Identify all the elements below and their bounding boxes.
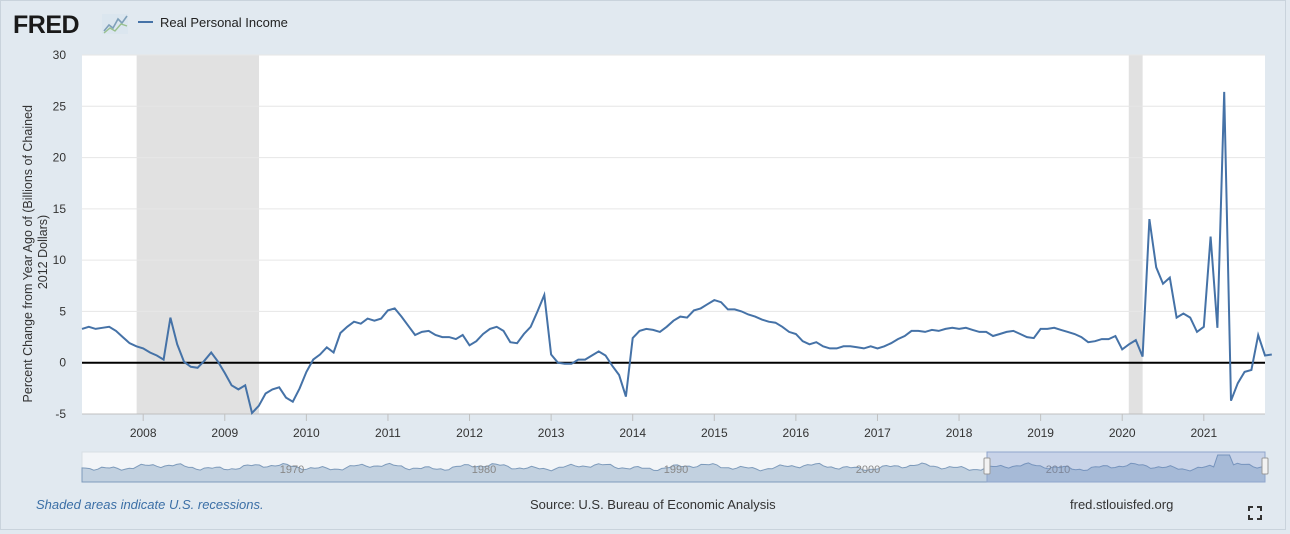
x-axis-ticks: 2008 2009 2010 2011 2012 2013 2014 2015 2016 2017… (130, 414, 1217, 440)
y-tick-label: 20 (53, 151, 67, 165)
x-tick-label: 2011 (375, 426, 401, 440)
x-tick-label: 2012 (456, 426, 483, 440)
x-tick-label: 2010 (293, 426, 320, 440)
navigator-handle-left[interactable] (983, 457, 991, 475)
navigator-handle-right[interactable] (1261, 457, 1269, 475)
y-tick-label: 25 (53, 99, 67, 113)
x-tick-label: 2016 (783, 426, 810, 440)
navigator-label: 1990 (664, 464, 688, 476)
recession-band (1128, 55, 1143, 414)
fred-logo[interactable]: FRED (13, 11, 80, 39)
y-tick-label: 15 (53, 202, 67, 216)
x-tick-label: 2014 (619, 426, 646, 440)
x-tick-label: 2021 (1190, 426, 1217, 440)
series-line-real-personal-income[interactable] (81, 91, 1272, 416)
navigator-labels: 1970 1980 1990 2000 2010 (280, 464, 1070, 476)
recession-band (136, 55, 260, 414)
x-tick-label: 2009 (211, 426, 238, 440)
x-tick-label: 2019 (1027, 426, 1054, 440)
legend-series-label: Real Personal Income (160, 15, 288, 30)
y-axis-label: Percent Change from Year Ago of (Billion… (21, 102, 50, 403)
recession-bands (136, 55, 1143, 414)
x-tick-label: 2020 (1109, 426, 1136, 440)
source-text: Source: U.S. Bureau of Economic Analysis (530, 497, 776, 512)
navigator[interactable]: 1970 1980 1990 2000 2010 (81, 451, 1269, 483)
navigator-label: 2000 (856, 464, 880, 476)
chart-line-icon (102, 14, 128, 34)
x-tick-label: 2013 (538, 426, 565, 440)
x-tick-label: 2008 (130, 426, 157, 440)
y-tick-label: 5 (59, 304, 66, 318)
navigator-label: 1970 (280, 464, 304, 476)
y-axis-ticks: -5 0 5 10 15 20 25 30 (53, 48, 67, 421)
recession-note: Shaded areas indicate U.S. recessions. (36, 497, 264, 512)
y-tick-label: 30 (53, 48, 67, 62)
fullscreen-icon[interactable] (1248, 506, 1262, 520)
plot-area (82, 55, 1265, 414)
x-tick-label: 2017 (864, 426, 891, 440)
navigator-label: 2010 (1046, 464, 1070, 476)
x-tick-label: 2015 (701, 426, 728, 440)
navigator-selection[interactable] (986, 451, 1266, 483)
y-tick-label: -5 (55, 407, 66, 421)
navigator-label: 1980 (472, 464, 496, 476)
y-tick-label: 0 (59, 356, 66, 370)
y-tick-label: 10 (53, 253, 67, 267)
site-link[interactable]: fred.stlouisfed.org (1070, 497, 1174, 512)
x-tick-label: 2018 (946, 426, 973, 440)
navigator-series (81, 454, 1266, 483)
